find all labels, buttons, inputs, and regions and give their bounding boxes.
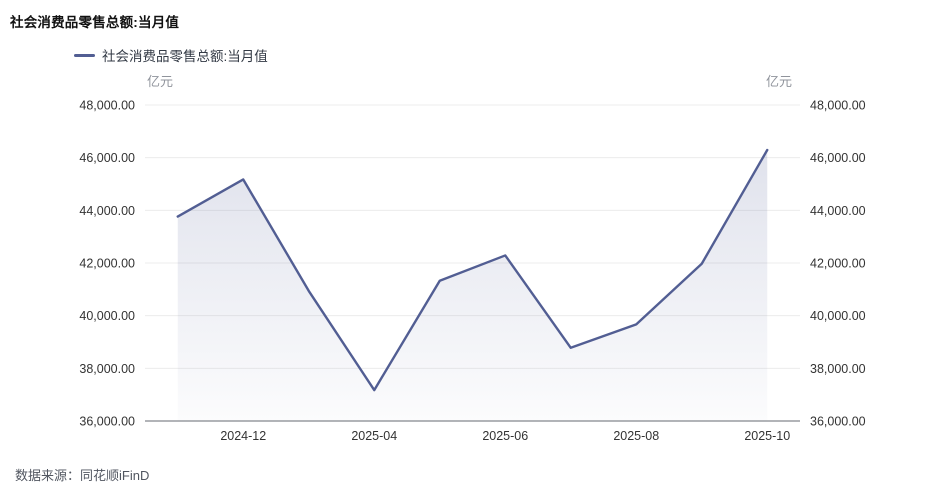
ytick-left-label: 46,000.00 (79, 151, 135, 165)
x-axis-tick-label: 2025-08 (613, 429, 659, 443)
x-axis-tick-label: 2024-12 (220, 429, 266, 443)
data-source: 数据来源：同花顺iFinD (15, 468, 150, 483)
chart-title: 社会消费品零售总额:当月值 (10, 15, 180, 30)
ytick-right-label: 42,000.00 (810, 257, 866, 271)
legend-item[interactable]: 社会消费品零售总额:当月值 (74, 45, 268, 65)
ytick-right-label: 38,000.00 (810, 362, 866, 376)
x-axis-tick-label: 2025-04 (351, 429, 397, 443)
ytick-left-label: 36,000.00 (79, 415, 135, 429)
ytick-left-label: 48,000.00 (79, 99, 135, 113)
ytick-left-label: 42,000.00 (79, 257, 135, 271)
legend-label: 社会消费品零售总额:当月值 (102, 49, 268, 64)
series-line[interactable] (176, 148, 769, 392)
ytick-right-label: 48,000.00 (810, 99, 866, 113)
ytick-right-label: 36,000.00 (810, 415, 866, 429)
x-axis-tick-label: 2025-10 (744, 429, 790, 443)
ytick-right-label: 40,000.00 (810, 309, 866, 323)
x-axis-tick-label: 2025-06 (482, 429, 528, 443)
y-axis-unit-left: 亿元 (146, 74, 173, 89)
ytick-right-label: 46,000.00 (810, 151, 866, 165)
legend-line-icon (74, 53, 95, 57)
ytick-left-label: 44,000.00 (79, 204, 135, 218)
ytick-right-label: 44,000.00 (810, 204, 866, 218)
ytick-left-label: 40,000.00 (79, 309, 135, 323)
y-axis-unit-right: 亿元 (766, 74, 793, 89)
ytick-left-label: 38,000.00 (79, 362, 135, 376)
series-area-fill (177, 150, 768, 421)
